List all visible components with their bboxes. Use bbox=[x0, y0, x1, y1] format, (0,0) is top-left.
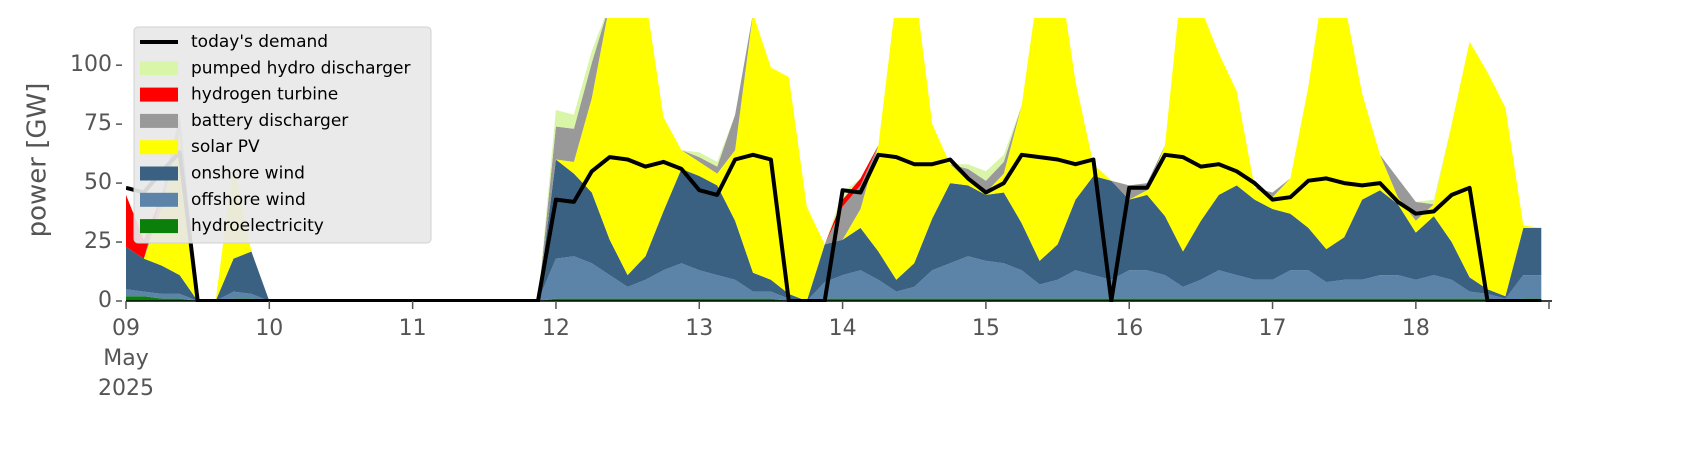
legend: today's demand pumped hydro discharger hyd… bbox=[133, 26, 432, 244]
legend-swatch bbox=[140, 61, 178, 76]
legend-swatch bbox=[140, 87, 178, 102]
area bbox=[126, 159, 1542, 301]
x-tick-label: 16 bbox=[1115, 316, 1143, 341]
area bbox=[126, 18, 1542, 301]
legend-swatch bbox=[140, 219, 178, 234]
area bbox=[126, 256, 1542, 301]
x-tick-label: 09 bbox=[112, 316, 140, 341]
legend-label: today's demand bbox=[191, 32, 328, 52]
x-tick-label: 15 bbox=[972, 316, 1000, 341]
y-tick-label: 100 bbox=[70, 52, 112, 77]
x-tick-sublabel: May bbox=[103, 346, 148, 371]
x-tick-label: 18 bbox=[1402, 316, 1430, 341]
y-tick-label: 25 bbox=[84, 229, 112, 254]
x-tick-sublabel: 2025 bbox=[98, 376, 154, 401]
x-tick-label: 12 bbox=[542, 316, 570, 341]
legend-swatch bbox=[140, 192, 178, 207]
x-tick-label: 11 bbox=[399, 316, 427, 341]
area bbox=[126, 296, 1542, 301]
y-tick-label: 75 bbox=[84, 111, 112, 136]
y-axis-label: power [GW] bbox=[23, 83, 53, 238]
legend-box bbox=[133, 26, 432, 244]
legend-label: offshore wind bbox=[191, 190, 306, 210]
legend-label: onshore wind bbox=[191, 164, 305, 184]
legend-label: solar PV bbox=[191, 137, 260, 157]
legend-label: hydroelectricity bbox=[191, 216, 324, 236]
legend-label: pumped hydro discharger bbox=[191, 58, 410, 78]
y-tick-label: 0 bbox=[98, 288, 112, 313]
legend-label: hydrogen turbine bbox=[191, 85, 338, 105]
x-tick-label: 14 bbox=[829, 316, 857, 341]
legend-swatch bbox=[140, 113, 178, 128]
x-tick-label: 13 bbox=[685, 316, 713, 341]
x-tick-label: 10 bbox=[255, 316, 283, 341]
legend-swatch bbox=[140, 140, 178, 155]
x-tick-label: 17 bbox=[1259, 316, 1287, 341]
legend-label: battery discharger bbox=[191, 111, 348, 131]
y-tick-label: 50 bbox=[84, 170, 112, 195]
legend-swatch bbox=[140, 166, 178, 181]
